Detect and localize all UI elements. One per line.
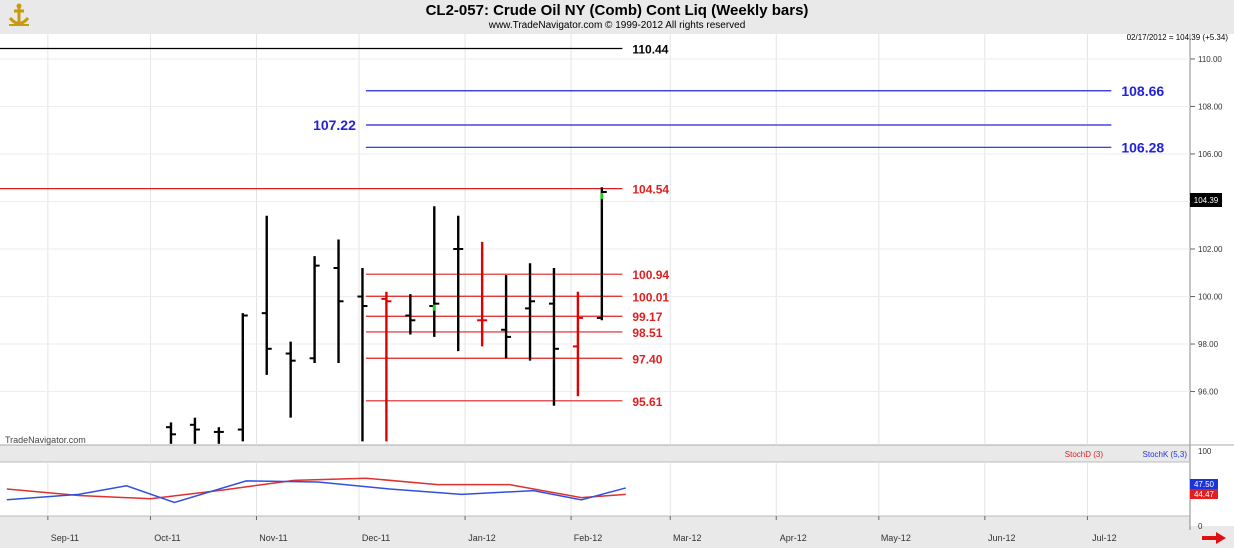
weekly-bar: [237, 313, 248, 442]
price-tick-label: 98.00: [1198, 340, 1219, 349]
stochastic-layer: [6, 477, 626, 504]
grid-layer: [0, 34, 1190, 516]
weekly-bar: [405, 294, 416, 335]
weekly-bar: [572, 291, 583, 397]
x-tick-label: Feb-12: [574, 533, 603, 543]
x-tick-label: Apr-12: [780, 533, 807, 543]
level-label-106.28: 106.28: [1121, 139, 1164, 155]
chart-title: CL2-057: Crude Oil NY (Comb) Cont Liq (W…: [425, 2, 809, 19]
level-label-100.94: 100.94: [632, 268, 669, 282]
legend-stochk: StochK (5,3): [1143, 450, 1188, 459]
axis-layer: Sep-11 Oct-11 Nov-11 Dec-11 Jan-12 Feb-12 Mar-…: [47, 55, 1223, 543]
scroll-right-arrow-icon[interactable]: [1200, 531, 1228, 545]
watermark-text: TradeNavigator.com: [5, 435, 86, 445]
level-label-98.51: 98.51: [632, 326, 662, 340]
x-tick-label: Jun-12: [988, 533, 1016, 543]
bar-highlight: [600, 192, 604, 199]
stoch-tick-label-low: 0: [1198, 522, 1203, 531]
level-label-107.22: 107.22: [313, 117, 356, 133]
x-tick-label: Jul-12: [1092, 533, 1117, 543]
weekly-bar: [309, 256, 320, 364]
price-tick-label: 110.00: [1198, 55, 1222, 64]
weekly-bar: [165, 422, 176, 444]
price-axis-area: [1190, 34, 1234, 526]
level-label-108.66: 108.66: [1121, 83, 1164, 99]
anchor-logo-icon: [8, 3, 30, 26]
weekly-bar: [429, 206, 440, 337]
price-tick-label: 102.00: [1198, 245, 1223, 254]
x-tick-label: Mar-12: [673, 533, 702, 543]
weekly-bar: [453, 215, 464, 352]
level-label-104.54: 104.54: [632, 183, 669, 197]
level-label-97.40: 97.40: [632, 352, 662, 366]
price-tick-label: 108.00: [1198, 102, 1223, 111]
stochd-last-label: 44.47: [1194, 490, 1215, 499]
stochk-line: [6, 480, 626, 504]
title-bar: CL2-057: Crude Oil NY (Comb) Cont Liq (W…: [0, 0, 1234, 34]
x-tick-label: Sep-11: [51, 533, 79, 543]
x-tick-label: Jan-12: [468, 533, 496, 543]
weekly-bar: [548, 268, 559, 406]
price-tick-label: 100.00: [1198, 293, 1223, 302]
level-label-95.61: 95.61: [632, 395, 662, 409]
legend-stochd: StochD (3): [1065, 450, 1104, 459]
weekly-bar: [477, 241, 488, 347]
weekly-bar: [189, 417, 200, 444]
bars-layer: [165, 187, 607, 444]
weekly-bar: [261, 215, 272, 375]
weekly-bar: [501, 275, 512, 359]
weekly-bar: [333, 239, 344, 364]
x-tick-label: May-12: [881, 533, 911, 543]
stochd-line: [6, 477, 626, 500]
weekly-bar: [285, 341, 296, 418]
weekly-bar: [381, 291, 392, 442]
weekly-bar: [213, 427, 224, 444]
stoch-tick-label-high: 100: [1198, 447, 1212, 456]
weekly-bar: [357, 268, 368, 442]
weekly-bar: [596, 187, 607, 321]
main-plot-area: [0, 34, 1190, 445]
stoch-last-tags: 47.50 44.47: [1190, 479, 1218, 499]
levels-layer: 110.44 108.66 107.22 106.28 104.54 100.94 100.…: [0, 42, 1164, 409]
last-price-label: 104.39: [1194, 196, 1219, 205]
x-tick-label: Oct-11: [154, 533, 180, 543]
level-label-99.17: 99.17: [632, 310, 662, 324]
level-label-110.44: 110.44: [632, 42, 668, 56]
stochk-last-label: 47.50: [1194, 480, 1215, 489]
last-value-readout: 02/17/2012 = 104.39 (+5.34): [1127, 33, 1229, 42]
stochastic-plot-area: [0, 462, 1190, 516]
x-tick-label: Nov-11: [259, 533, 287, 543]
copyright-line: www.TradeNavigator.com © 1999-2012 All r…: [488, 20, 746, 31]
x-tick-label: Dec-11: [362, 533, 390, 543]
level-label-100.01: 100.01: [632, 290, 669, 304]
last-price-tag: 104.39: [1190, 193, 1222, 207]
weekly-bar: [525, 263, 536, 361]
price-tick-label: 96.00: [1198, 388, 1219, 397]
price-tick-label: 106.00: [1198, 150, 1223, 159]
bar-highlight: [432, 304, 436, 311]
